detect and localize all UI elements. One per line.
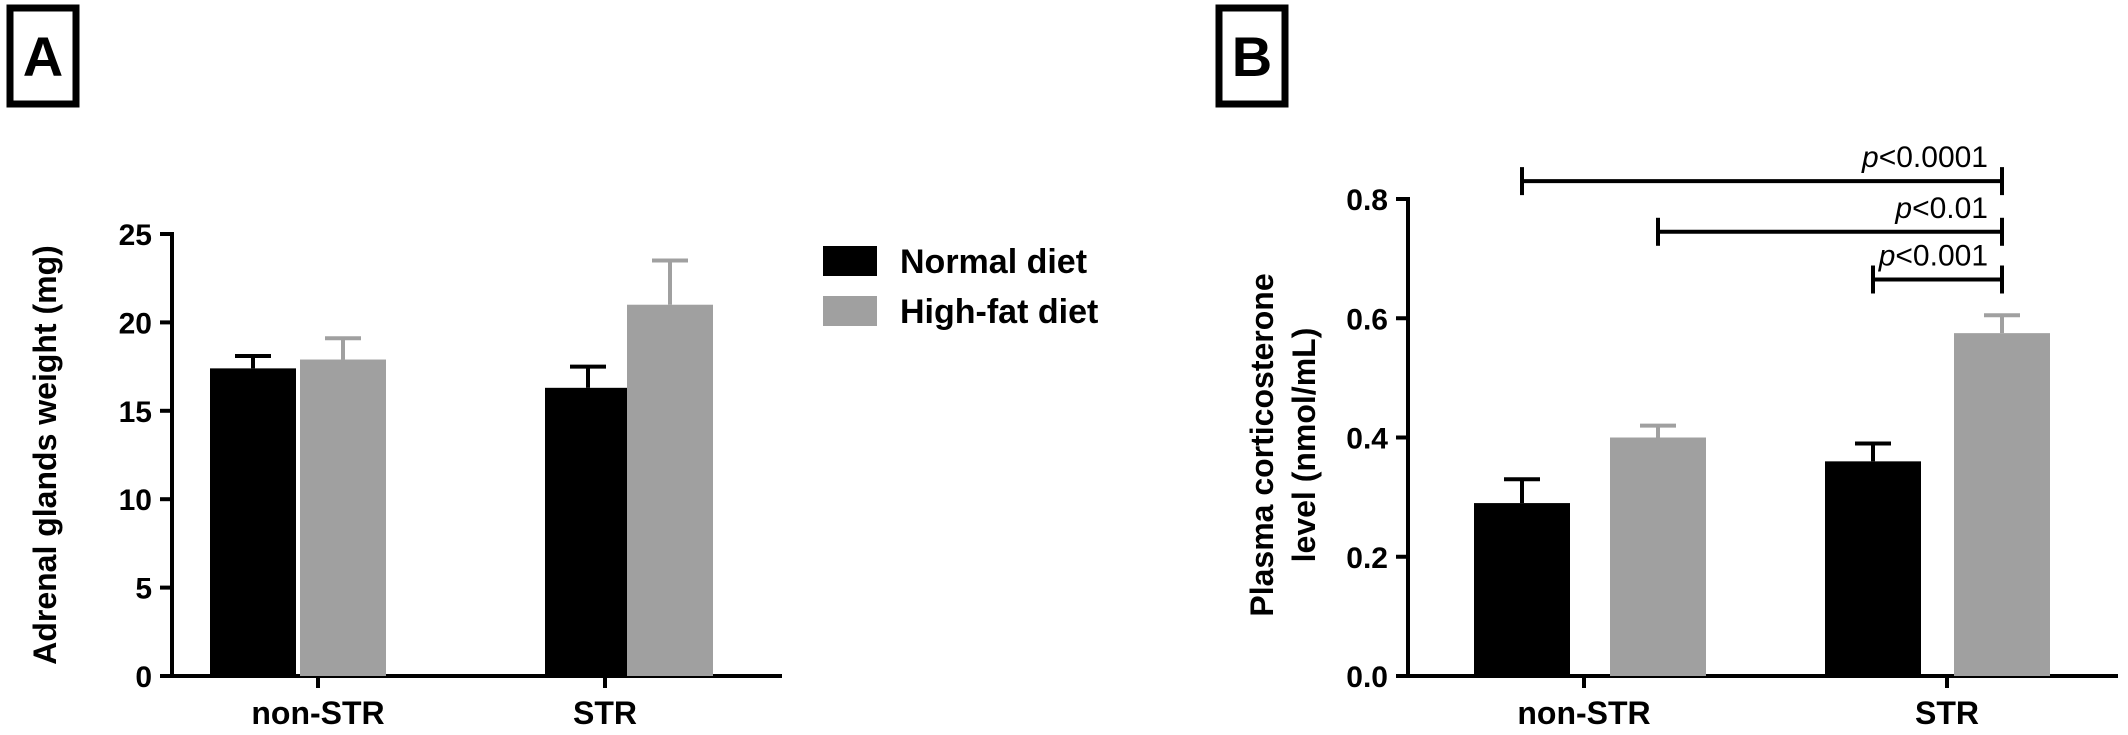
chart-b-y-axis-title-line-2: level (nmol/mL) bbox=[1286, 328, 1322, 563]
chart-b-bar-normal-diet-str bbox=[1825, 461, 1921, 676]
chart-b-y-tick-label: 0.6 bbox=[1346, 303, 1388, 336]
chart-b-significance-0-label: p<0.0001 bbox=[1861, 141, 1988, 174]
legend-label-high-fat-diet: High-fat diet bbox=[900, 293, 1098, 331]
panel-b-letter: B bbox=[1232, 25, 1272, 88]
panel-b-badge: B bbox=[1215, 4, 1289, 108]
chart-a-category-label-str: STR bbox=[573, 695, 637, 731]
chart-b-y-tick-label: 0.8 bbox=[1346, 184, 1388, 217]
chart-b-category-label-str: STR bbox=[1915, 695, 1979, 731]
chart-a-legend: Normal diet High-fat diet bbox=[823, 243, 1098, 331]
chart-a-bar-high-fat-diet-non-str bbox=[300, 359, 386, 676]
chart-a-bar-high-fat-diet-str bbox=[627, 304, 713, 676]
chart-a-y-tick-label: 25 bbox=[119, 219, 152, 252]
chart-a-y-tick-label: 0 bbox=[135, 661, 152, 694]
chart-b-bar-high-fat-diet-non-str bbox=[1610, 437, 1706, 676]
chart-b-y-tick-label: 0.2 bbox=[1346, 542, 1388, 575]
chart-a-bar-normal-diet-non-str bbox=[210, 368, 296, 676]
legend-swatch-normal-diet bbox=[823, 246, 877, 276]
chart-a: Adrenal glands weight (mg) 0 5 10 15 20 25 non… bbox=[27, 219, 782, 731]
chart-b-significance-1-label: p<0.01 bbox=[1894, 192, 1988, 225]
chart-b-y-tick-label: 0.0 bbox=[1346, 661, 1388, 694]
chart-b-bar-normal-diet-non-str bbox=[1474, 503, 1570, 676]
chart-b-significance-2-label: p<0.001 bbox=[1878, 239, 1988, 272]
chart-a-bar-normal-diet-str bbox=[545, 387, 631, 676]
chart-b: Plasma corticosterone level (nmol/mL) 0.… bbox=[1244, 141, 2118, 731]
chart-a-category-label-non-str: non-STR bbox=[251, 695, 384, 731]
panel-b-frame bbox=[1215, 4, 1289, 108]
legend-label-normal-diet: Normal diet bbox=[900, 243, 1087, 281]
chart-b-y-tick-label: 0.4 bbox=[1346, 423, 1388, 456]
panel-a-letter: A bbox=[23, 25, 63, 88]
chart-b-bar-high-fat-diet-str bbox=[1954, 333, 2050, 676]
chart-a-y-tick-label: 10 bbox=[119, 484, 152, 517]
chart-b-category-label-non-str: non-STR bbox=[1517, 695, 1650, 731]
chart-a-y-tick-label: 15 bbox=[119, 396, 152, 429]
chart-b-y-axis-title-line-1: Plasma corticosterone bbox=[1244, 273, 1280, 616]
chart-a-y-tick-label: 20 bbox=[119, 307, 152, 340]
panel-a-badge: A bbox=[6, 4, 80, 108]
legend-swatch-high-fat-diet bbox=[823, 296, 877, 326]
chart-a-y-axis-title: Adrenal glands weight (mg) bbox=[27, 245, 63, 665]
panel-a-frame bbox=[6, 4, 80, 108]
chart-a-y-tick-label: 5 bbox=[135, 573, 152, 606]
